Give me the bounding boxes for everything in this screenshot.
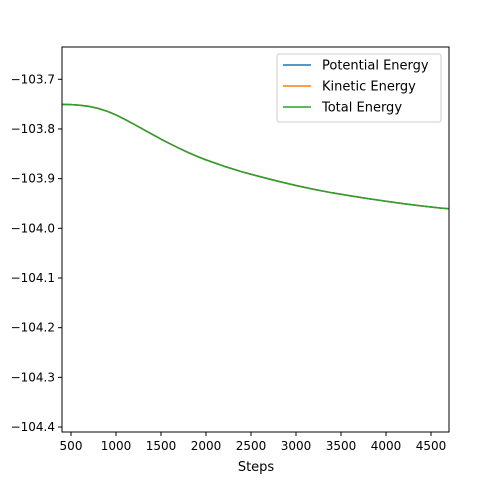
plot-frame: [61, 46, 450, 433]
y-tick-label: −103.7: [11, 72, 55, 86]
y-tick-label: −104.2: [11, 321, 55, 335]
y-tick-label: −104.4: [11, 420, 55, 434]
x-tick-label: 500: [60, 439, 83, 453]
x-tick-label: 3500: [326, 439, 357, 453]
legend-entry-label: Kinetic Energy: [322, 80, 416, 95]
y-tick-label: −104.3: [11, 370, 55, 384]
x-tick-label: 1000: [101, 439, 132, 453]
x-tick-label: 1500: [146, 439, 177, 453]
x-tick-label: 2500: [236, 439, 267, 453]
x-tick-label: 3000: [281, 439, 312, 453]
legend-entry-label: Potential Energy: [322, 59, 429, 74]
series-lines: [62, 103, 449, 210]
plot-area: [62, 103, 449, 210]
series-line-total-energy: [62, 103, 449, 210]
y-tick-label: −103.8: [11, 122, 55, 136]
legend-box: [276, 53, 442, 123]
y-tick-label: −104.1: [11, 271, 55, 285]
x-tick-label: 4500: [416, 439, 447, 453]
x-tick-label: 4000: [371, 439, 402, 453]
x-axis-label: Steps: [238, 460, 275, 475]
legend-entry-label: Total Energy: [321, 101, 402, 116]
legend: Potential Energy Kinetic Energy Total Ener…: [276, 53, 442, 123]
y-tick-label: −104.0: [11, 221, 55, 235]
y-tick-label: −103.9: [11, 172, 55, 186]
x-tick-label: 2000: [191, 439, 222, 453]
axes: Steps 500 1000 1500 2000 2500 3000 3500 4000 450…: [11, 46, 450, 475]
